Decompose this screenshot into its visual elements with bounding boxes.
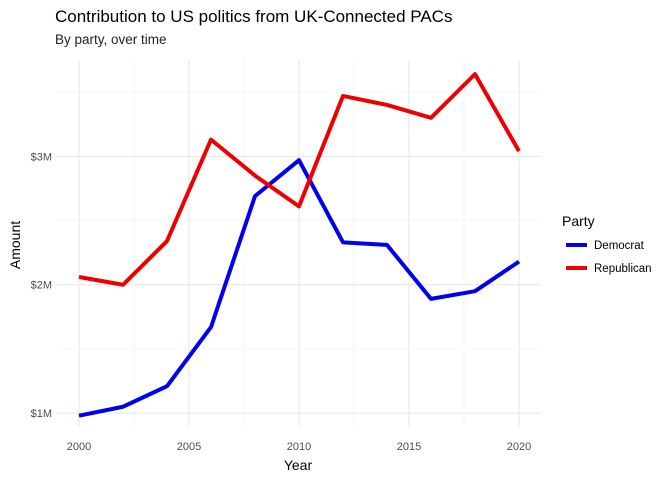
x-axis-ticks: 2000 2005 2010 2015 2020 — [67, 441, 531, 453]
y-axis-ticks: $1M $2M $3M — [31, 151, 52, 420]
x-tick-label: 2010 — [287, 441, 311, 453]
legend-label-democrat: Democrat — [594, 240, 645, 252]
x-axis-title: Year — [284, 457, 313, 473]
y-tick-label: $3M — [31, 151, 52, 163]
y-tick-label: $1M — [31, 408, 52, 420]
x-tick-label: 2005 — [177, 441, 201, 453]
legend-label-republican: Republican — [594, 263, 652, 275]
series-line-democrat — [78, 158, 521, 418]
series-lines — [78, 72, 521, 418]
x-tick-label: 2000 — [67, 441, 91, 453]
major-gridlines — [57, 60, 541, 426]
chart-subtitle: By party, over time — [55, 32, 167, 47]
chart-title: Contribution to US politics from UK-Conn… — [55, 7, 453, 26]
series-line-republican — [78, 72, 521, 287]
x-tick-label: 2015 — [397, 441, 421, 453]
y-tick-label: $2M — [31, 280, 52, 292]
legend-title: Party — [562, 213, 595, 229]
y-axis-title: Amount — [7, 221, 23, 269]
x-tick-label: 2020 — [507, 441, 531, 453]
legend: Party Democrat Republican — [562, 213, 652, 275]
